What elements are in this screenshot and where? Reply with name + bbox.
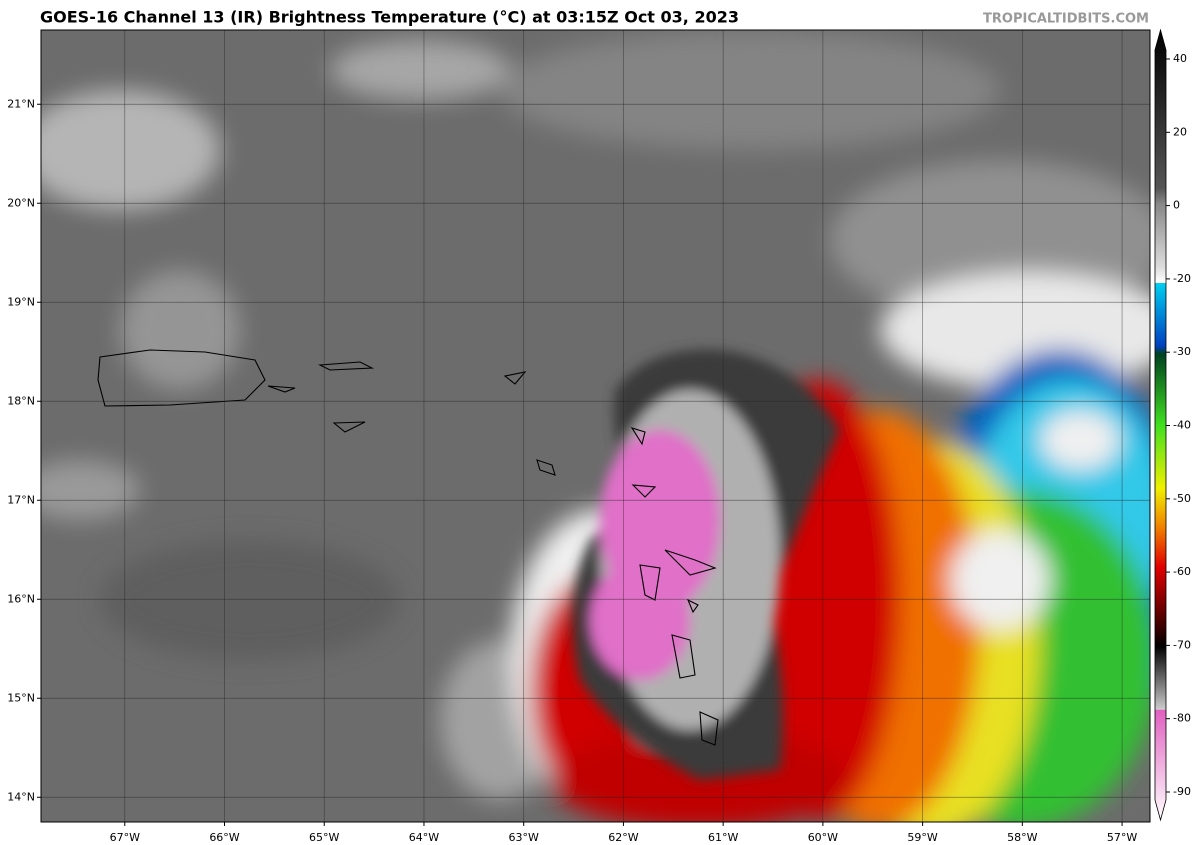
lat-tick-label: 20°N [7, 196, 35, 209]
lon-tick-label: 67°W [110, 831, 140, 844]
lon-tick-label: 65°W [309, 831, 339, 844]
lat-tick-label: 15°N [7, 691, 35, 704]
coastlines [97, 349, 719, 746]
colorbar [1154, 28, 1167, 822]
lon-tick-label: 61°W [708, 831, 738, 844]
lon-tick-label: 63°W [509, 831, 539, 844]
colorbar-tick-label: 20 [1173, 125, 1187, 138]
colorbar-tick-label: 0 [1173, 199, 1180, 212]
map-frame [40, 29, 1151, 823]
colorbar-tick-label: -90 [1173, 785, 1191, 798]
colorbar-tick-label: -80 [1173, 712, 1191, 725]
lat-tick-label: 16°N [7, 592, 35, 605]
lat-tick-label: 17°N [7, 493, 35, 506]
title: GOES-16 Channel 13 (IR) Brightness Tempe… [40, 8, 739, 27]
colorbar-tick-label: -70 [1173, 638, 1191, 651]
lon-tick-label: 59°W [907, 831, 937, 844]
lon-tick-label: 58°W [1007, 831, 1037, 844]
lon-tick-label: 60°W [808, 831, 838, 844]
credit: TROPICALTIDBITS.COM [983, 12, 1149, 27]
lon-tick-label: 64°W [409, 831, 439, 844]
lon-tick-label: 66°W [209, 831, 239, 844]
colorbar-tick-label: -30 [1173, 345, 1191, 358]
colorbar-tick-label: -60 [1173, 565, 1191, 578]
colorbar-tick-label: -40 [1173, 419, 1191, 432]
lat-tick-label: 21°N [7, 97, 35, 110]
colorbar-tick-label: -50 [1173, 492, 1191, 505]
satellite-image [41, 30, 1150, 822]
lon-tick-label: 62°W [608, 831, 638, 844]
lat-tick-label: 18°N [7, 394, 35, 407]
colorbar-tick-label: -20 [1173, 272, 1191, 285]
colorbar-tick-label: 40 [1173, 52, 1187, 65]
lat-tick-label: 19°N [7, 295, 35, 308]
lon-tick-label: 57°W [1107, 831, 1137, 844]
lat-tick-label: 14°N [7, 790, 35, 803]
